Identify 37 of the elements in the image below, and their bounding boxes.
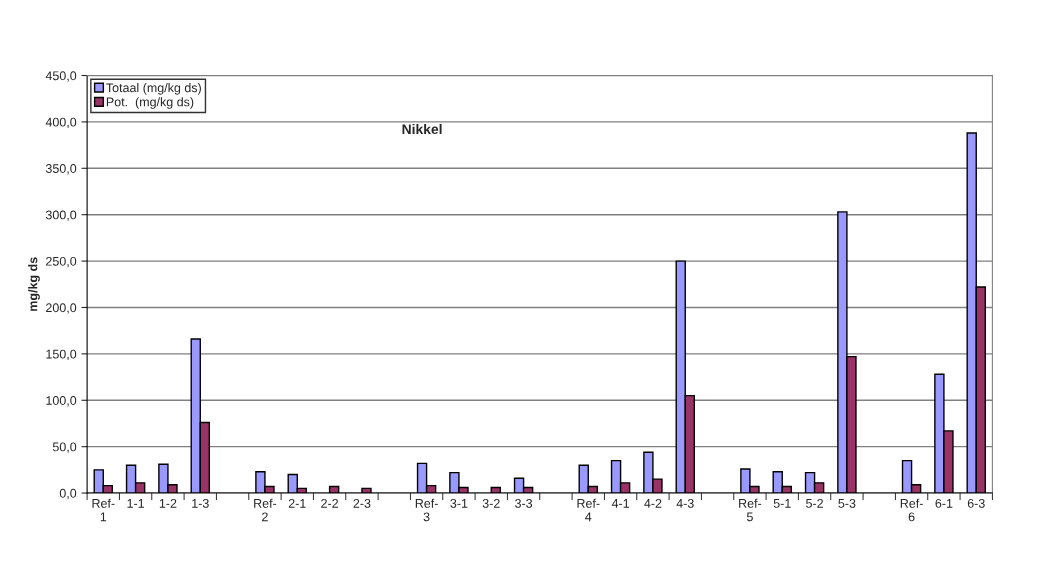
y-axis-title: mg/kg ds <box>28 257 40 311</box>
x-tick-label: 1-3 <box>192 498 209 508</box>
x-tick-label: Ref- 3 <box>415 498 438 522</box>
x-tick-label: 6-3 <box>967 498 985 508</box>
y-tick-label: 300,0 <box>45 210 77 221</box>
x-tick-label: 1-1 <box>127 499 145 508</box>
x-tick-label: Ref- 5 <box>739 498 762 522</box>
y-tick-label: 150,0 <box>46 349 77 361</box>
y-tick-label: 350,0 <box>45 164 77 175</box>
x-tick-label: 4-1 <box>611 499 630 508</box>
legend-label: Pot. (mg/kg ds) <box>106 97 194 109</box>
x-tick-label: 1-2 <box>159 498 177 508</box>
x-tick-label: Ref- 2 <box>254 498 277 522</box>
y-tick-label: 400,0 <box>45 117 77 129</box>
y-tick-label: 450,0 <box>45 71 77 82</box>
x-tick-label: 3-2 <box>482 498 500 508</box>
x-tick-label: Ref- 1 <box>92 498 115 522</box>
text: Nikkel <box>402 123 442 135</box>
x-tick-label: 5-2 <box>806 498 823 508</box>
x-tick-label: 5-1 <box>773 499 791 508</box>
x-tick-label: 2-3 <box>353 498 371 508</box>
x-tick-label: 2-1 <box>288 498 306 508</box>
x-tick-label: 4-2 <box>644 498 662 508</box>
legend-label: Totaal (mg/kg ds) <box>106 83 201 95</box>
y-tick-label: 50,0 <box>52 442 77 453</box>
y-tick-label: 0,0 <box>59 488 77 500</box>
x-tick-label: Ref- 4 <box>577 498 600 522</box>
x-tick-label: 2-2 <box>321 498 339 508</box>
x-tick-label: Ref- 6 <box>900 498 923 522</box>
x-tick-label: 6-1 <box>935 498 953 508</box>
y-tick-label: 250,0 <box>46 256 77 268</box>
y-tick-label: 200,0 <box>46 303 77 314</box>
x-tick-label: 5-3 <box>838 498 856 508</box>
x-tick-label: 4-3 <box>676 498 694 508</box>
y-tick-label: 100,0 <box>46 396 77 407</box>
x-tick-label: 3-1 <box>450 498 468 508</box>
x-tick-label: 3-3 <box>515 498 533 508</box>
